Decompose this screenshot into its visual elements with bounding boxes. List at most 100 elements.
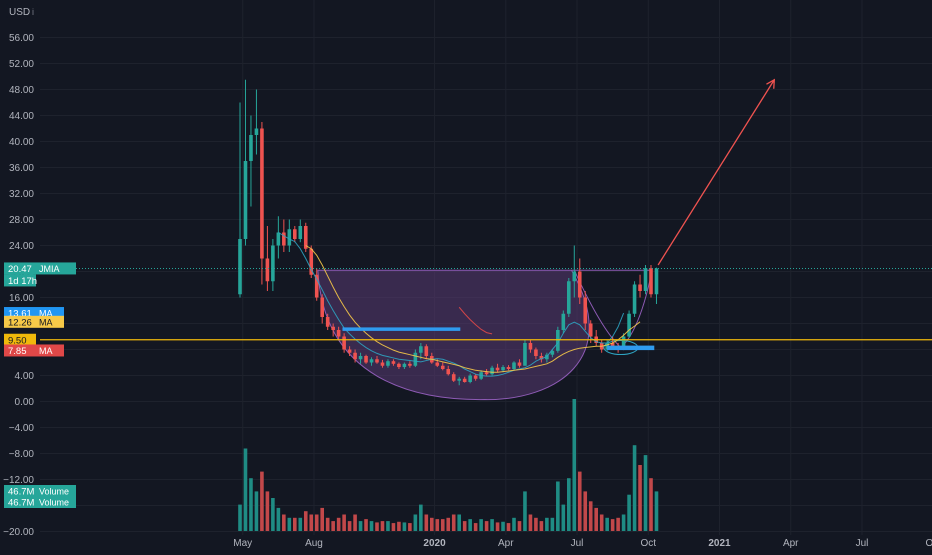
volume-bar	[336, 517, 341, 531]
candle-body	[413, 352, 418, 366]
grid	[40, 0, 932, 535]
volume-bar	[457, 514, 461, 531]
badge-label-text: MA	[39, 346, 53, 356]
moving-average-line	[458, 306, 493, 335]
candle-body	[347, 349, 352, 353]
time-axis[interactable]: May Aug 2020 Apr Jul Oct 2021 Apr Jul Oct	[0, 535, 932, 550]
candle-body	[517, 362, 522, 366]
candle-body	[419, 346, 423, 353]
candle-body	[523, 343, 527, 366]
time-tick-label: Oct	[640, 538, 656, 549]
candle-body	[358, 356, 363, 360]
volume-bars	[238, 399, 659, 531]
price-badge-level: 9.50	[4, 333, 36, 346]
badge-value-bg	[4, 344, 36, 357]
candle-body	[440, 365, 445, 369]
candle-body	[260, 128, 264, 259]
candle-body	[632, 284, 637, 314]
badge-value-bg	[4, 315, 36, 328]
candle-body	[287, 229, 292, 246]
price-badge-ma3: 7.85 MA	[4, 344, 64, 357]
currency-selector[interactable]: USD i	[6, 4, 38, 18]
candle-body	[457, 378, 461, 381]
volume-bar	[435, 519, 440, 531]
badge-label-bg	[36, 344, 64, 357]
time-tick-label: Aug	[305, 538, 323, 549]
candle-body	[265, 258, 270, 282]
candle-body	[309, 248, 314, 275]
currency-label[interactable]: USD	[9, 7, 30, 18]
volume-bar	[391, 523, 396, 531]
candle-body	[451, 374, 456, 381]
price-tick-label: 24.00	[9, 241, 34, 252]
volume-bar	[413, 514, 418, 531]
candle-body	[325, 317, 330, 327]
candle-body	[303, 226, 308, 249]
volume-bar	[643, 455, 648, 531]
candle-body	[643, 268, 648, 291]
volume-bar	[446, 517, 451, 531]
volume-bar	[380, 521, 385, 531]
volume-bar	[451, 514, 456, 531]
volume-bar	[287, 517, 292, 531]
time-tick-label: 2021	[708, 538, 731, 549]
volume-bar	[583, 491, 588, 531]
volume-bar	[621, 514, 626, 531]
price-badge-ma2: 12.26 MA	[4, 315, 64, 328]
volume-bar	[495, 522, 500, 531]
price-tick-label: −12.00	[3, 475, 34, 486]
candle-body	[408, 363, 412, 366]
candle-body	[369, 359, 374, 363]
candle-body	[528, 343, 533, 350]
badge-value-text: 20.47	[8, 264, 32, 275]
volume-bar	[358, 521, 363, 531]
price-badge-countdown: 1d 17h	[4, 274, 37, 287]
currency-selector-bg[interactable]	[6, 4, 38, 18]
volume-bar	[616, 517, 620, 531]
volume-bar	[539, 521, 544, 531]
volume-bar	[545, 517, 549, 531]
volume-bar	[638, 465, 642, 531]
candle-body	[512, 362, 516, 369]
volume-bar	[303, 511, 308, 531]
volume-bar	[479, 519, 483, 531]
candle-body	[375, 359, 379, 363]
time-tick-label: May	[233, 538, 252, 549]
overlay-drawings	[40, 78, 932, 351]
volume-bar	[369, 521, 374, 531]
candle-body	[534, 349, 538, 356]
volume-bar	[276, 507, 281, 531]
volume-bar	[424, 514, 429, 531]
volume-bar	[517, 521, 522, 531]
handle-curve	[620, 270, 653, 348]
candle-body	[391, 361, 396, 364]
candle-body	[649, 268, 653, 295]
candle-body	[342, 336, 346, 350]
badge-label-text: MA	[39, 309, 53, 319]
candle-body	[572, 271, 577, 282]
volume-bar	[561, 504, 566, 531]
price-badge-price: 20.47 JMIA	[4, 262, 76, 275]
volume-bar	[512, 517, 516, 531]
badge-label-bg	[36, 485, 76, 497]
badge-value-bg	[4, 262, 36, 275]
currency-menu-icon[interactable]: i	[32, 7, 34, 17]
candle-body	[550, 350, 555, 355]
volume-bar	[599, 514, 604, 531]
volume-bar	[462, 521, 467, 531]
time-tick-label: Oct	[925, 538, 932, 549]
badge-value-bg	[4, 485, 36, 497]
volume-bar	[375, 522, 379, 531]
candle-body	[556, 330, 560, 351]
volume-bar	[265, 491, 270, 531]
candle-body	[320, 297, 324, 317]
volume-bar	[588, 501, 593, 531]
badge-label-bg	[36, 315, 64, 328]
time-tick-label: Jul	[856, 538, 869, 549]
price-tick-label: 52.00	[9, 59, 34, 70]
candle-body	[561, 313, 566, 330]
price-tick-label: −4.00	[9, 423, 35, 434]
